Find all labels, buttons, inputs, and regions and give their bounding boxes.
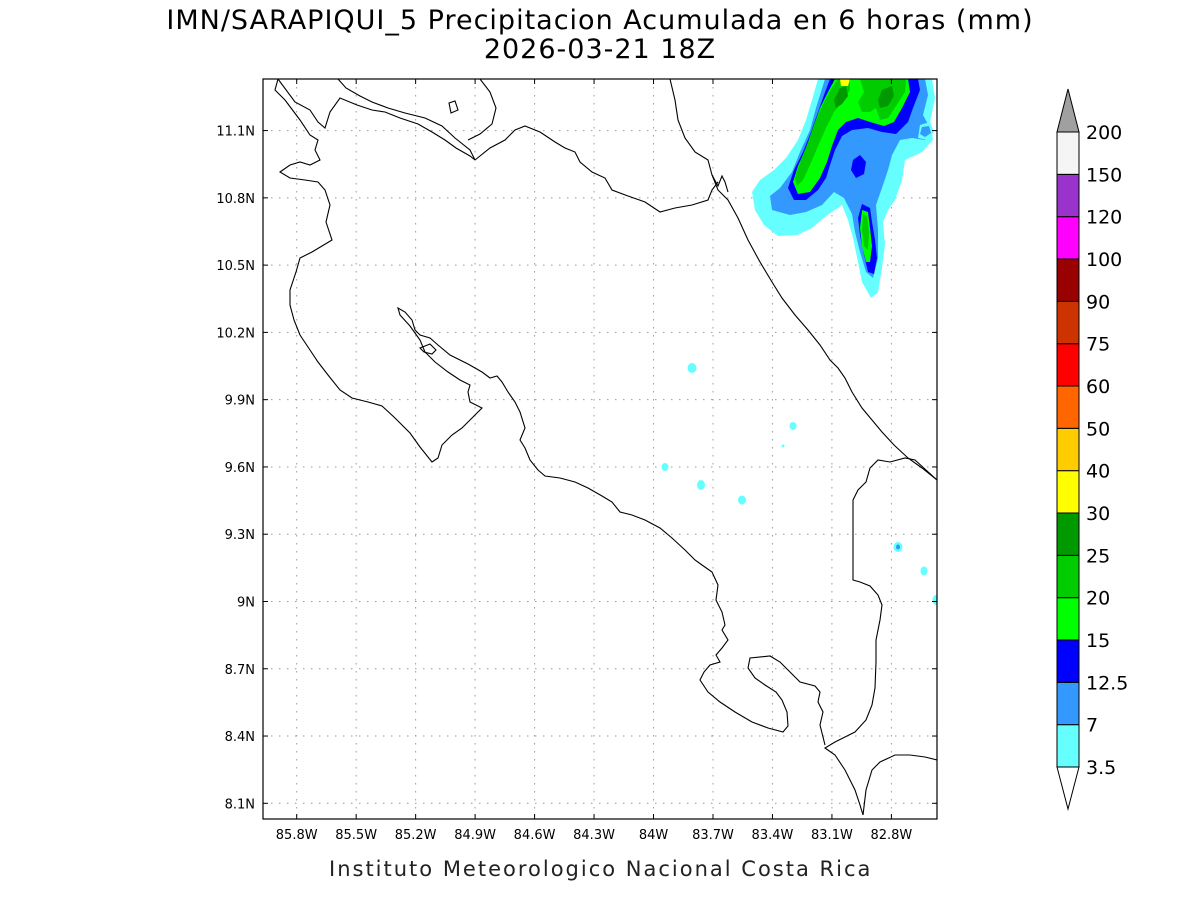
y-tick-label: 11.1N (216, 125, 255, 140)
colorbar-swatch (1056, 470, 1080, 514)
x-tick-label: 84.9W (454, 828, 496, 843)
nicaragua-border (277, 79, 476, 161)
colorbar-label: 50 (1086, 418, 1110, 440)
colorbar-label: 75 (1086, 334, 1110, 356)
precip-cell (932, 595, 937, 605)
precip-cell (738, 495, 746, 505)
map-axes: 85.8W 85.5W 85.2W 84.9W 84.6W 84.3W 84W 83.7W 83… (216, 79, 937, 843)
precip-cell (661, 463, 669, 471)
colorbar-under-arrow (1056, 766, 1080, 811)
precip-cell (789, 422, 797, 430)
colorbar-swatch (1056, 512, 1080, 556)
colorbar-swatch (1056, 554, 1080, 599)
precip-area-7mm (920, 126, 931, 137)
x-tick-label: 85.5W (335, 828, 377, 843)
y-tick-label: 8.7N (225, 663, 255, 678)
precip-cell (697, 480, 705, 490)
y-tick-label: 10.5N (216, 259, 255, 274)
precip-area-25mm (834, 86, 848, 108)
map-title: IMN/SARAPIQUI_5 Precipitacion Acumulada … (166, 5, 1034, 36)
colorbar-swatch (1056, 724, 1080, 768)
footer-credit: Instituto Meteorologico Nacional Costa R… (329, 857, 873, 881)
y-tick-label: 9.6N (225, 461, 255, 476)
y-tick-label: 9.9N (225, 394, 255, 409)
x-tick-label: 83.1W (811, 828, 853, 843)
caribbean-coast (669, 79, 937, 481)
coastlines-borders (274, 79, 937, 816)
precip-area-25mm (878, 86, 894, 108)
precip-cell (781, 444, 785, 448)
colorbar-label: 120 (1086, 207, 1122, 229)
lake-island (448, 100, 459, 114)
caribbean-coast (711, 174, 729, 193)
nicaragua-border (474, 125, 719, 213)
colorbar-swatch (1056, 343, 1080, 387)
precipitation-colorbar: 3.5 7 12.5 15 20 25 30 40 50 60 75 90 100 120 150 200 (1056, 88, 1128, 811)
map-frame (262, 78, 938, 820)
x-tick-label: 83.7W (692, 828, 734, 843)
pacific-coast (274, 79, 826, 746)
colorbar-label: 7 (1086, 715, 1098, 737)
rain-cells-isolated (661, 363, 937, 605)
x-tick-label: 85.2W (395, 828, 437, 843)
x-tick-label: 84.6W (514, 828, 556, 843)
x-tick-label: 85.8W (276, 828, 318, 843)
colorbar-swatch (1056, 427, 1080, 472)
colorbar-over-arrow (1056, 88, 1080, 133)
x-tick-label: 82.8W (870, 828, 912, 843)
colorbar-label: 15 (1086, 630, 1110, 652)
colorbar-swatch (1056, 258, 1080, 302)
precip-cell (687, 363, 697, 373)
colorbar-label: 30 (1086, 503, 1110, 525)
colorbar-swatch (1056, 597, 1080, 641)
lake-nicaragua-shore (337, 79, 476, 161)
colorbar-swatch (1056, 173, 1080, 218)
precip-cell (896, 544, 900, 550)
x-tick-label: 84.3W (573, 828, 615, 843)
precip-area-12-5mm (851, 155, 866, 178)
y-tick-label: 9.3N (225, 528, 255, 543)
colorbar-swatch (1056, 216, 1080, 260)
colorbar-swatch (1056, 639, 1080, 683)
colorbar-swatch (1056, 385, 1080, 429)
precip-area-30mm (840, 79, 850, 86)
colorbar-label: 20 (1086, 588, 1110, 610)
y-tick-label: 10.2N (216, 326, 255, 341)
rain-band-northeast (752, 79, 935, 298)
colorbar-swatch (1056, 131, 1080, 175)
precipitation-field (661, 79, 937, 605)
map-date: 2026-03-21 18Z (483, 34, 717, 65)
colorbar-label: 90 (1086, 291, 1110, 313)
colorbar-label: 100 (1086, 249, 1122, 271)
y-tick-label: 8.4N (225, 730, 255, 745)
colorbar-label: 200 (1086, 122, 1122, 144)
colorbar-swatch (1056, 681, 1080, 726)
colorbar-label: 25 (1086, 545, 1110, 567)
y-tick-label: 9N (237, 595, 255, 610)
x-tick-label: 83.4W (752, 828, 794, 843)
gulf-of-nicoya-island (419, 343, 437, 355)
y-tick-label: 8.1N (225, 797, 255, 812)
colorbar-label: 150 (1086, 164, 1122, 186)
panama-coast (862, 754, 937, 816)
colorbar-swatch (1056, 300, 1080, 345)
colorbar-label: 40 (1086, 461, 1110, 483)
panama-border (823, 457, 937, 816)
colorbar-label: 12.5 (1086, 672, 1128, 694)
y-tick-label: 10.8N (216, 192, 255, 207)
lake-nicaragua-shore (467, 79, 497, 141)
x-tick-label: 84W (639, 828, 669, 843)
colorbar-label: 60 (1086, 376, 1110, 398)
colorbar-label: 3.5 (1086, 757, 1116, 779)
precip-cell (920, 566, 928, 576)
precip-area-20mm (862, 214, 869, 250)
